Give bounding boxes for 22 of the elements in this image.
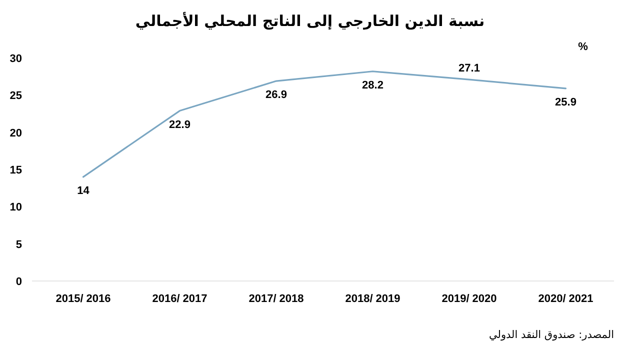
data-label: 25.9 (555, 96, 576, 108)
x-tick-label: 2019/ 2020 (442, 293, 497, 305)
data-label: 26.9 (266, 89, 287, 102)
x-tick-label: 2020/ 2021 (538, 293, 594, 305)
y-tick-label: 25 (10, 90, 22, 102)
y-tick-label: 5 (16, 238, 22, 251)
x-tick-label: 2015/ 2016 (56, 293, 111, 305)
chart-title: نسبة الدين الخارجي إلى الناتج المحلي الأجمالي (135, 11, 485, 30)
data-label: 22.9 (169, 118, 190, 131)
y-tick-label: 0 (16, 276, 22, 288)
y-tick-label: 30 (10, 53, 22, 65)
data-label: 28.2 (362, 79, 384, 92)
data-label: 27.1 (458, 62, 480, 75)
x-tick-label: 2018/ 2019 (345, 293, 400, 305)
x-tick-label: 2016/ 2017 (152, 293, 208, 305)
y-tick-label: 10 (10, 202, 22, 214)
y-axis-title: % (578, 41, 588, 53)
text: المصدر: صندوق النقد الدولي (489, 329, 614, 341)
y-tick-label: 20 (10, 127, 22, 140)
data-label: 14 (77, 184, 90, 197)
x-tick-label: 2017/ 2018 (248, 293, 304, 305)
y-tick-label: 15 (10, 164, 22, 176)
